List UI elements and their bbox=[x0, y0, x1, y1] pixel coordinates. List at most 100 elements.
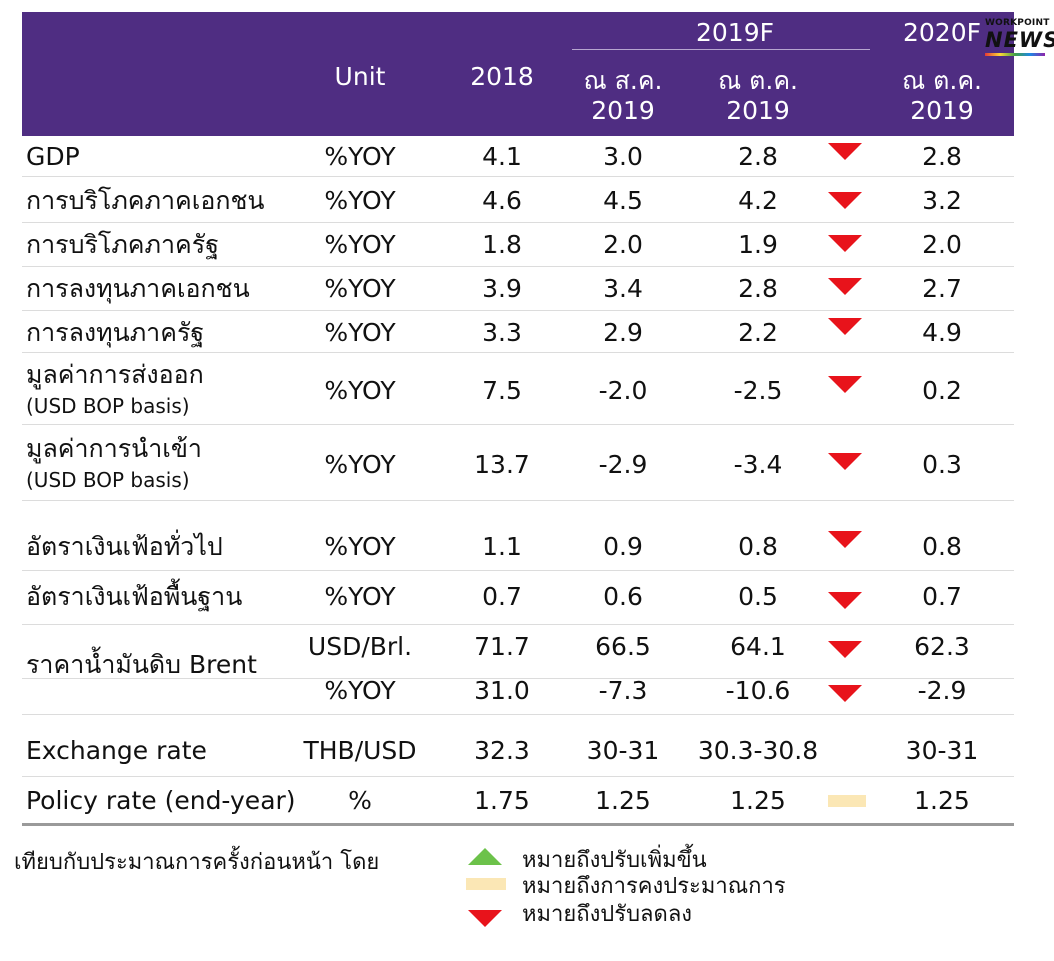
cell-v2020: 0.7 bbox=[922, 582, 962, 611]
header-aug-line1: ณ ส.ค. bbox=[583, 66, 663, 95]
down-triangle-icon bbox=[828, 235, 862, 252]
cell-v2020: 0.8 bbox=[922, 532, 962, 561]
cell-unit: %YOY bbox=[324, 532, 396, 561]
cell-oct: 30.3-30.8 bbox=[697, 736, 819, 765]
cell-aug: 30-31 bbox=[586, 736, 660, 765]
row-divider bbox=[22, 424, 1014, 425]
cell-v2020: 0.3 bbox=[922, 450, 962, 479]
header-2019f: 2019F bbox=[695, 18, 774, 47]
cell-aug: 0.9 bbox=[603, 532, 643, 561]
cell-v2018: 3.3 bbox=[482, 318, 522, 347]
row-divider bbox=[22, 266, 1014, 267]
cell-oct: 2.8 bbox=[738, 142, 778, 171]
cell-unit: %YOY bbox=[324, 274, 396, 303]
row-divider bbox=[22, 714, 1014, 715]
cell-aug: -7.3 bbox=[598, 676, 648, 705]
cell-aug: -2.9 bbox=[598, 450, 648, 479]
cell-v2018: 1.8 bbox=[482, 230, 522, 259]
cell-v2018: 4.6 bbox=[482, 186, 522, 215]
cell-aug: 3.4 bbox=[603, 274, 643, 303]
cell-aug: -2.0 bbox=[598, 376, 648, 405]
logo-top-text: WORKPOINT bbox=[985, 18, 1050, 28]
logo-main-text: NEWS bbox=[985, 28, 1054, 52]
row-label: อัตราเงินเฟ้อทั่วไป bbox=[26, 532, 223, 561]
legend-intro: เทียบกับประมาณการครั้งก่อนหน้า โดย bbox=[14, 850, 380, 875]
cell-unit: % bbox=[348, 786, 372, 815]
row-label: Policy rate (end-year) bbox=[26, 786, 296, 815]
cell-oct: 1.9 bbox=[738, 230, 778, 259]
cell-v2018: 7.5 bbox=[482, 376, 522, 405]
row-sublabel: (USD BOP basis) bbox=[26, 468, 190, 492]
cell-v2020: 62.3 bbox=[914, 632, 970, 661]
down-triangle-icon bbox=[828, 192, 862, 209]
workpoint-news-logo: WORKPOINT NEWS bbox=[983, 16, 1054, 60]
cell-v2020: 1.25 bbox=[914, 786, 970, 815]
header-2018: 2018 bbox=[470, 62, 534, 91]
row-label: GDP bbox=[26, 142, 80, 171]
cell-v2018: 1.1 bbox=[482, 532, 522, 561]
down-triangle-icon bbox=[828, 592, 862, 609]
row-divider bbox=[22, 500, 1014, 501]
row-label: Exchange rate bbox=[26, 736, 207, 765]
row-divider bbox=[22, 624, 1014, 625]
down-triangle-icon bbox=[828, 531, 862, 548]
row-label: มูลค่าการส่งออก bbox=[26, 360, 204, 389]
row-divider bbox=[22, 776, 1014, 777]
cell-unit: %YOY bbox=[324, 230, 396, 259]
cell-unit: USD/Brl. bbox=[307, 632, 413, 661]
cell-v2020: -2.9 bbox=[917, 676, 967, 705]
cell-v2020: 4.9 bbox=[922, 318, 962, 347]
down-triangle-icon bbox=[828, 143, 862, 160]
cell-oct: 2.8 bbox=[738, 274, 778, 303]
table-header bbox=[22, 12, 1014, 136]
row-label: อัตราเงินเฟ้อพื้นฐาน bbox=[26, 582, 243, 611]
down-triangle-icon bbox=[828, 278, 862, 295]
cell-v2020: 2.8 bbox=[922, 142, 962, 171]
row-divider bbox=[22, 570, 1014, 571]
header-2020-oct-line2: 2019 bbox=[910, 96, 974, 125]
cell-v2020: 2.0 bbox=[922, 230, 962, 259]
header-2020f: 2020F bbox=[902, 18, 981, 47]
row-label: การบริโภคภาคเอกชน bbox=[26, 186, 265, 215]
cell-v2018: 3.9 bbox=[482, 274, 522, 303]
header-unit: Unit bbox=[334, 62, 386, 91]
cell-v2018: 0.7 bbox=[482, 582, 522, 611]
down-triangle-icon bbox=[828, 318, 862, 335]
cell-aug: 66.5 bbox=[595, 632, 651, 661]
cell-unit: %YOY bbox=[324, 186, 396, 215]
header-2020-oct-line1: ณ ต.ค. bbox=[902, 66, 982, 95]
row-divider bbox=[22, 352, 1014, 353]
row-divider bbox=[22, 678, 1014, 679]
header-aug-line2: 2019 bbox=[591, 96, 655, 125]
flat-marker-icon bbox=[828, 795, 866, 807]
cell-v2018: 4.1 bbox=[482, 142, 522, 171]
legend-flat-text: หมายถึงการคงประมาณการ bbox=[522, 874, 786, 899]
header-2019f-underline bbox=[572, 49, 870, 50]
row-divider bbox=[22, 222, 1014, 223]
row-label: การลงทุนภาคเอกชน bbox=[26, 274, 250, 303]
row-label: มูลค่าการนำเข้า bbox=[26, 434, 202, 463]
cell-oct: 0.8 bbox=[738, 532, 778, 561]
row-divider bbox=[22, 176, 1014, 177]
cell-aug: 1.25 bbox=[595, 786, 651, 815]
cell-v2018: 31.0 bbox=[474, 676, 530, 705]
row-label: ราคาน้ำมันดิบ Brent bbox=[26, 650, 257, 679]
cell-oct: 64.1 bbox=[730, 632, 786, 661]
cell-v2018: 1.75 bbox=[474, 786, 530, 815]
header-oct-line2: 2019 bbox=[726, 96, 790, 125]
row-sublabel: (USD BOP basis) bbox=[26, 394, 190, 418]
row-label: การลงทุนภาครัฐ bbox=[26, 318, 205, 347]
logo-color-bar bbox=[985, 53, 1045, 56]
cell-oct: -3.4 bbox=[733, 450, 783, 479]
cell-v2020: 30-31 bbox=[905, 736, 979, 765]
cell-oct: -10.6 bbox=[725, 676, 791, 705]
cell-aug: 3.0 bbox=[603, 142, 643, 171]
cell-unit: %YOY bbox=[324, 450, 396, 479]
cell-v2018: 32.3 bbox=[474, 736, 530, 765]
legend-up-text: หมายถึงปรับเพิ่มขึ้น bbox=[522, 848, 707, 873]
cell-v2020: 2.7 bbox=[922, 274, 962, 303]
row-label: การบริโภคภาครัฐ bbox=[26, 230, 219, 259]
cell-unit: %YOY bbox=[324, 142, 396, 171]
cell-aug: 2.0 bbox=[603, 230, 643, 259]
flat-marker-icon bbox=[466, 878, 506, 890]
